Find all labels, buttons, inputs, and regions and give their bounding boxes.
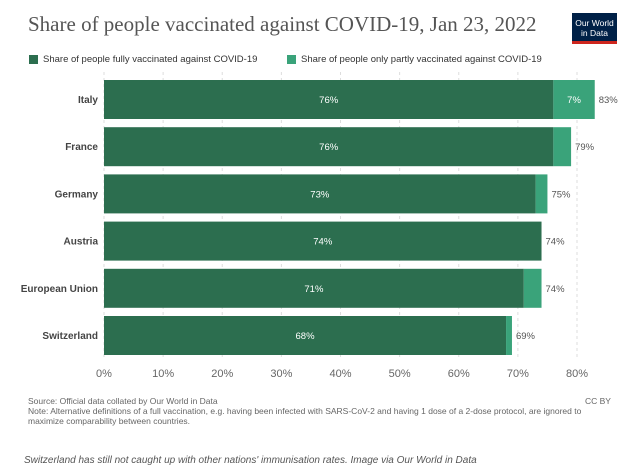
x-tick-label: 10% — [152, 368, 174, 380]
bar-total-label: 75% — [551, 189, 571, 200]
category-label: France — [65, 142, 98, 153]
bar-partly-vaccinated — [553, 127, 572, 167]
bar-fully-vaccinated — [104, 268, 524, 308]
x-tick-label: 50% — [389, 368, 411, 380]
x-tick-label: 20% — [211, 368, 233, 380]
bar-fully-vaccinated — [104, 80, 554, 119]
x-tick-label: 40% — [329, 368, 351, 380]
license-text[interactable]: CC BY — [585, 396, 611, 406]
bar-total-label: 74% — [546, 237, 566, 248]
category-label: European Union — [21, 284, 98, 295]
x-tick-label: 60% — [448, 368, 470, 380]
image-caption: Switzerland has still not caught up with… — [24, 455, 477, 466]
note-text: Note: Alternative definitions of a full … — [28, 406, 582, 426]
logo-line-1: Our World — [575, 18, 614, 28]
bar-fully-vaccinated — [104, 221, 542, 261]
category-label: Switzerland — [42, 331, 98, 342]
chart-footer: Source: Official data collated by Our Wo… — [28, 396, 618, 426]
bar-value-label: 74% — [313, 237, 333, 248]
category-label: Germany — [55, 189, 99, 200]
x-tick-label: 0% — [96, 368, 112, 380]
category-label: Italy — [78, 95, 98, 106]
bar-total-label: 79% — [575, 142, 595, 153]
bar-fully-vaccinated — [104, 316, 507, 355]
legend-label-fully: Share of people fully vaccinated against… — [43, 54, 258, 65]
bar-partly-vaccinated — [535, 174, 548, 214]
legend-swatch-partly — [287, 55, 296, 64]
source-text: Source: Official data collated by Our Wo… — [28, 396, 218, 406]
bar-partly-vaccinated — [523, 268, 542, 308]
bar-value-label: 76% — [319, 142, 339, 153]
x-tick-label: 80% — [566, 368, 588, 380]
bar-total-label: 83% — [599, 95, 619, 106]
legend-item-partly[interactable]: Share of people only partly vaccinated a… — [287, 54, 542, 65]
x-tick-label: 70% — [507, 368, 529, 380]
bar-value-label: 68% — [296, 331, 316, 342]
bar-value-label: 71% — [304, 284, 324, 295]
bar-value-label: 73% — [310, 189, 330, 200]
bar-partly-vaccinated — [506, 316, 512, 355]
bar-total-label: 69% — [516, 331, 536, 342]
chart-title: Share of people vaccinated against COVID… — [28, 12, 537, 36]
category-label: Austria — [64, 237, 99, 248]
bar-fully-vaccinated — [104, 127, 554, 167]
bar-chart: Italy 76% 7% 83% France 76% 79% Germany 73% 75% Au… — [21, 72, 619, 380]
bar-partly-vaccinated — [553, 80, 595, 119]
bar-value-label: 76% — [319, 95, 339, 106]
bar-fully-vaccinated — [104, 174, 536, 214]
owid-logo[interactable]: Our World in Data — [572, 13, 617, 44]
bar-total-label: 74% — [546, 284, 566, 295]
x-tick-label: 30% — [270, 368, 292, 380]
legend-swatch-fully — [29, 55, 38, 64]
logo-line-2: in Data — [581, 28, 608, 38]
legend-label-partly: Share of people only partly vaccinated a… — [301, 54, 542, 65]
legend-item-fully[interactable]: Share of people fully vaccinated against… — [29, 54, 257, 65]
bar-value-label: 7% — [567, 95, 581, 106]
